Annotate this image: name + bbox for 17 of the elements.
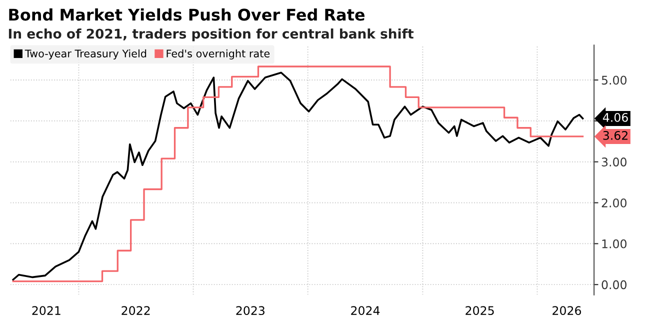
y-tick-label: 0.00: [602, 280, 626, 290]
chart-title: Bond Market Yields Push Over Fed Rate: [9, 8, 365, 21]
legend-label: Two-year Treasury Yield: [24, 49, 146, 60]
x-tick-label: 2026: [552, 306, 582, 316]
y-tick-label: 2.00: [602, 198, 626, 208]
x-tick-label: 2022: [122, 306, 150, 316]
data-label: 3.62: [603, 130, 628, 140]
legend-label: Fed's overnight rate: [166, 49, 270, 60]
x-tick-label: 2025: [466, 306, 494, 316]
y-tick-label: 1.00: [602, 239, 626, 248]
chart-subtitle: In echo of 2021, traders position for central bank shift: [8, 28, 414, 42]
x-tick-label: 2021: [32, 306, 60, 316]
x-tick-label: 2024: [351, 306, 380, 316]
y-tick-label: 3.00: [602, 158, 626, 166]
y-tick-label: 5.00: [602, 76, 626, 85]
x-tick-label: 2023: [236, 306, 264, 316]
data-label: 4.06: [602, 112, 628, 122]
